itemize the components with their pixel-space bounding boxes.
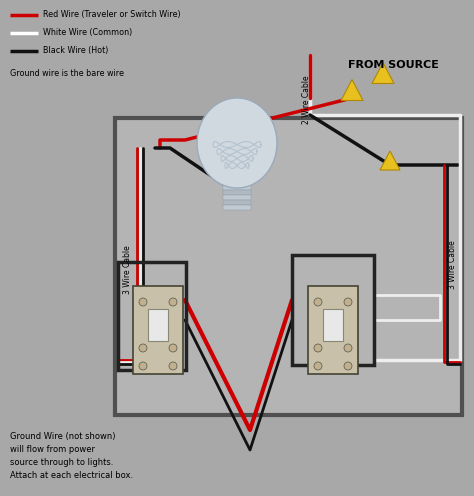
Bar — [133, 286, 183, 374]
Circle shape — [344, 362, 352, 370]
Bar — [223, 200, 251, 205]
Text: White Wire (Common): White Wire (Common) — [43, 28, 132, 38]
Bar — [223, 195, 251, 200]
Polygon shape — [341, 79, 363, 101]
Circle shape — [314, 362, 322, 370]
Circle shape — [169, 344, 177, 352]
Circle shape — [169, 298, 177, 306]
Ellipse shape — [197, 98, 277, 188]
Circle shape — [139, 362, 147, 370]
Circle shape — [314, 344, 322, 352]
Bar — [308, 286, 358, 374]
Bar — [118, 262, 186, 370]
Polygon shape — [372, 62, 394, 83]
Text: Ground Wire (not shown)
will flow from power
source through to lights.
Attach at: Ground Wire (not shown) will flow from p… — [10, 432, 133, 480]
Bar — [148, 309, 168, 341]
Bar — [223, 205, 251, 210]
Circle shape — [314, 298, 322, 306]
Circle shape — [139, 344, 147, 352]
Text: Red Wire (Traveler or Switch Wire): Red Wire (Traveler or Switch Wire) — [43, 10, 181, 19]
Circle shape — [169, 362, 177, 370]
Circle shape — [344, 344, 352, 352]
Bar — [323, 309, 343, 341]
Bar — [223, 190, 251, 195]
Text: Black Wire (Hot): Black Wire (Hot) — [43, 47, 109, 56]
Circle shape — [344, 298, 352, 306]
Text: 2 Wire Cable: 2 Wire Cable — [302, 76, 311, 124]
Text: FROM SOURCE: FROM SOURCE — [348, 60, 439, 70]
Circle shape — [139, 298, 147, 306]
Text: 3 Wire Cable: 3 Wire Cable — [448, 241, 457, 289]
Text: Ground wire is the bare wire: Ground wire is the bare wire — [10, 68, 124, 77]
Bar — [292, 255, 374, 365]
Polygon shape — [380, 151, 400, 170]
Bar — [115, 118, 462, 415]
Text: 3 Wire Cable: 3 Wire Cable — [124, 246, 133, 294]
Bar — [229, 168, 245, 180]
Bar — [223, 185, 251, 190]
